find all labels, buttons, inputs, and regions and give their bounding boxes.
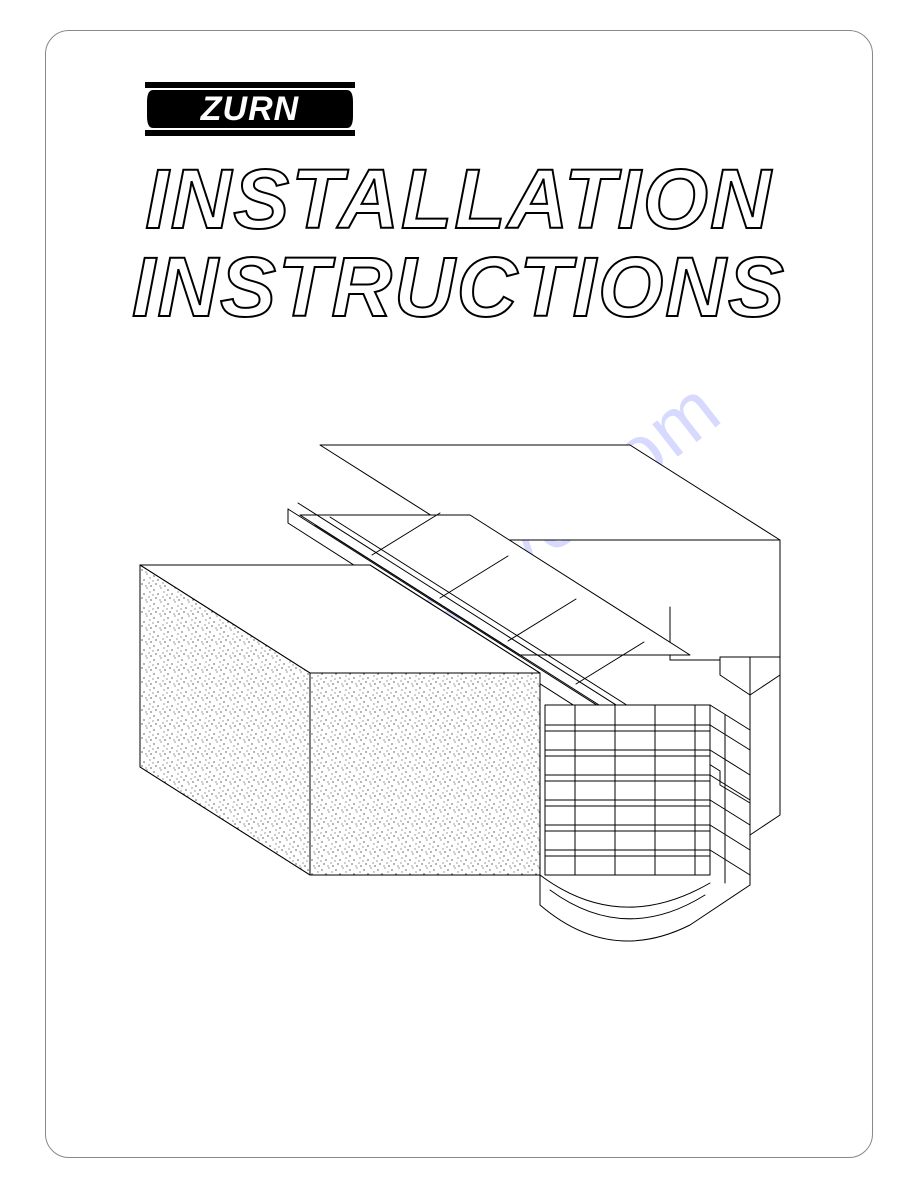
logo-text: ZURN xyxy=(200,90,300,128)
title-line-1: INSTALLATION xyxy=(0,155,918,243)
document-title: INSTALLATION INSTRUCTIONS xyxy=(0,155,918,331)
brand-logo: ZURN xyxy=(145,78,355,140)
product-illustration xyxy=(110,405,810,1025)
title-line-2: INSTRUCTIONS xyxy=(0,243,918,331)
